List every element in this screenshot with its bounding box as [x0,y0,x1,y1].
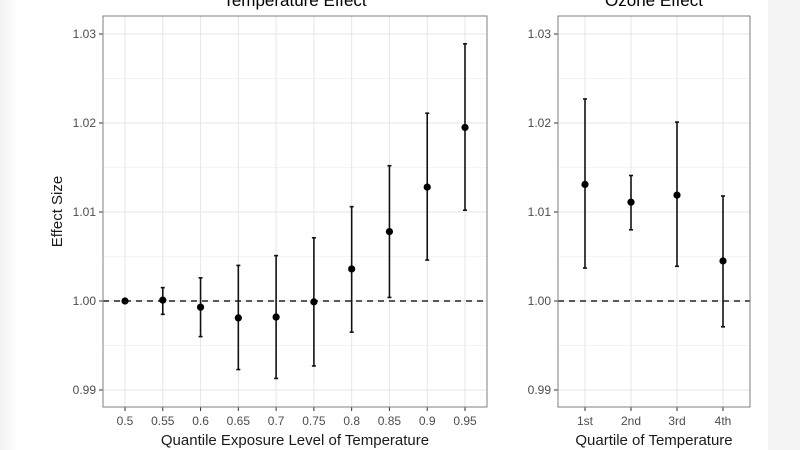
x-tick-label: 3rd [668,414,685,428]
y-tick-label: 1.03 [73,27,97,41]
y-tick-label: 1.02 [73,116,97,130]
y-tick-label: 0.99 [528,383,552,397]
data-point-0.85 [385,227,394,236]
x-tick-label: 0.9 [419,414,436,428]
background-edge-left [0,0,18,450]
x-tick-label: 0.55 [151,414,175,428]
data-point-0.5 [121,297,129,305]
x-tick-label: 0.75 [302,414,326,428]
y-tick-label: 0.99 [73,383,97,397]
x-tick-label: 1st [577,414,594,428]
x-tick-label: 0.7 [268,414,285,428]
x-tick-label: 0.65 [227,414,251,428]
data-point-0.9 [423,183,431,191]
y-tick-label: 1.01 [73,205,97,219]
panel-title: Temperature Effect [223,0,367,10]
x-tick-label: 0.6 [192,414,209,428]
x-axis-title: Quartile of Temperature [575,432,732,449]
y-tick-label: 1.00 [528,294,552,308]
background-edge-right [768,0,800,450]
y-tick-label: 1.01 [528,205,552,219]
y-axis-title: Effect Size [49,176,66,247]
y-tick-label: 1.00 [73,294,97,308]
x-tick-label: 0.5 [117,414,134,428]
data-point-0.55 [159,296,167,304]
data-point-0.75 [310,298,318,306]
y-tick-label: 1.02 [528,116,552,130]
y-tick-label: 1.03 [528,27,552,41]
data-point-4th [719,257,727,265]
x-tick-label: 4th [715,414,732,428]
data-point-0.95 [461,123,469,132]
data-point-3rd [673,191,681,199]
data-point-2nd [627,198,635,206]
data-point-0.7 [272,313,280,321]
x-axis-title: Quantile Exposure Level of Temperature [161,432,429,449]
panel-border [557,15,751,408]
data-point-0.6 [196,303,205,311]
panel-temperature: 0.99 1.00 1.01 1.02 1.03 0.5 0.55 0.6 0.65 0.7 0.7… [49,0,488,449]
data-point-0.65 [234,314,242,322]
x-tick-label: 0.85 [378,414,402,428]
panel-border [102,15,488,408]
x-tick-label: 0.8 [343,414,360,428]
x-tick-label: 2nd [621,414,641,428]
panel-title: Ozone Effect [605,0,703,10]
data-point-0.8 [348,265,356,273]
panel-ozone: 0.99 1.00 1.01 1.02 1.03 1st 2nd 3rd 4th Ozone Ef… [528,0,751,449]
data-point-1st [581,180,589,189]
x-tick-label: 0.95 [453,414,477,428]
